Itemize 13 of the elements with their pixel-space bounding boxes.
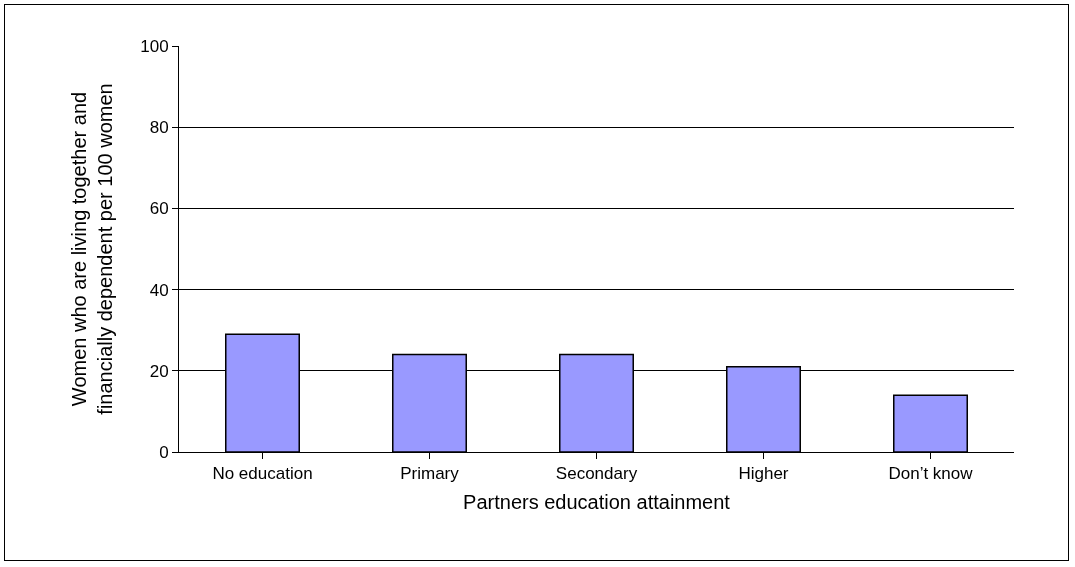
y-tick-label: 100 [140, 36, 169, 56]
x-tick-label: Secondary [555, 464, 638, 484]
y-tick-label: 20 [149, 361, 169, 381]
y-tick-label: 0 [159, 442, 169, 462]
x-tick-label: Higher [738, 464, 789, 484]
x-tick-label: No education [212, 464, 313, 484]
x-tick-label: Don’t know [888, 464, 974, 484]
y-tick-label: 40 [149, 280, 169, 300]
x-tick-label: Primary [400, 464, 460, 484]
y-axis-title: Women who are living together and financially dependent per 100 women [67, 83, 116, 415]
x-axis-title: Partners education attainment [463, 490, 731, 513]
y-tick-label: 80 [149, 118, 169, 138]
y-tick-label: 60 [149, 199, 169, 219]
